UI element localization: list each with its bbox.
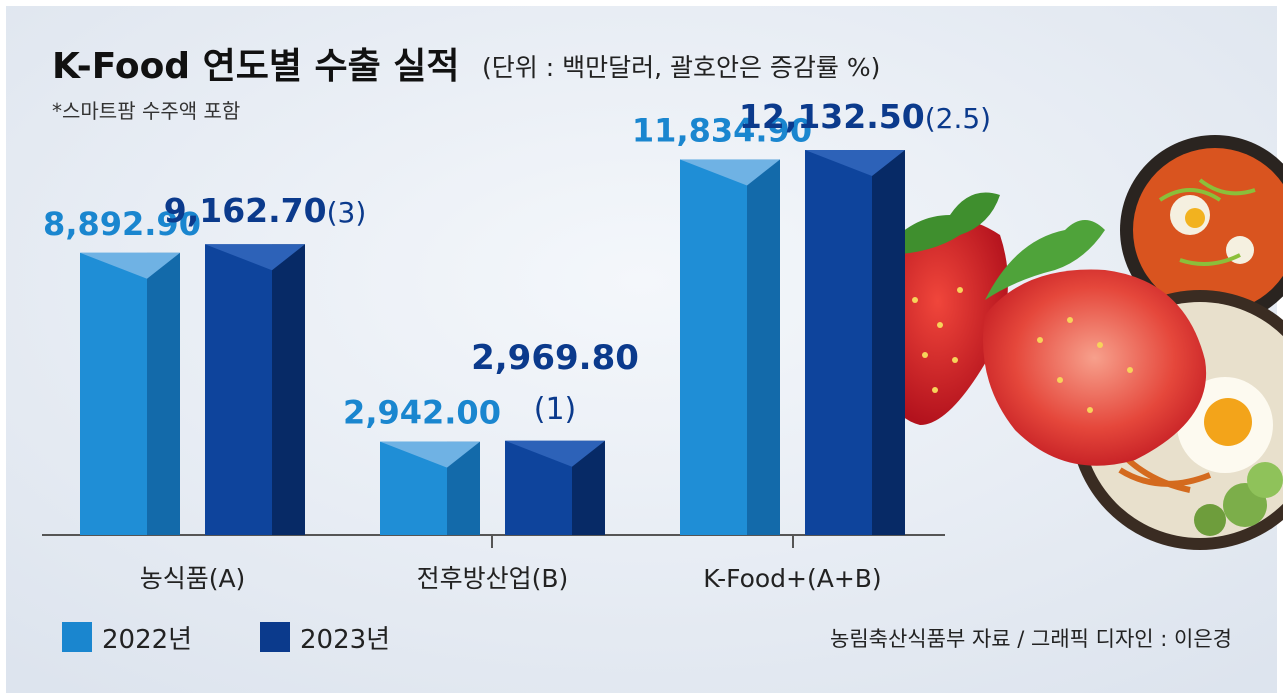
bar-front <box>805 150 872 535</box>
bar-top <box>805 150 905 176</box>
bars-group <box>80 150 905 535</box>
footnote: *스마트팜 수주액 포함 <box>52 99 240 123</box>
bar-side <box>272 244 305 535</box>
bar-labels-group: 8,892.909,162.70(3) 2,942.00 2,969.80 (1) 11… <box>43 97 991 432</box>
bar <box>205 244 305 535</box>
bar-top <box>80 252 180 279</box>
bar <box>380 441 480 535</box>
bar-value-label: 2,942.00 <box>343 394 501 432</box>
category-label: 농식품(A) <box>140 564 246 593</box>
bar-value-label: 2,969.80 <box>471 338 639 378</box>
legend-label-2023: 2023년 <box>300 625 390 655</box>
source-credit: 농림축산식품부 자료 / 그래픽 디자인 : 이은경 <box>830 627 1232 651</box>
bar-value-label: 11,834.90 <box>632 111 812 149</box>
bar <box>505 440 605 535</box>
bar-change-label: (3) <box>327 196 367 229</box>
bar-side <box>147 252 180 535</box>
bar <box>680 159 780 535</box>
legend-label-2022: 2022년 <box>102 625 192 655</box>
bar-front <box>205 244 272 535</box>
bar-top <box>680 159 780 186</box>
category-label: K-Food+(A+B) <box>703 564 881 593</box>
bar-change-label: (2.5) <box>925 102 991 135</box>
category-labels-group: 농식품(A) 전후방산업(B) K-Food+(A+B) <box>140 564 882 593</box>
bar-change-label: (1) <box>534 392 577 427</box>
bar-value-label: 8,892.90 <box>43 205 201 243</box>
legend-swatch-2023 <box>260 622 290 652</box>
bar-value-label: 9,162.70(3) <box>164 191 367 230</box>
bar-top <box>205 244 305 271</box>
bar-top <box>380 441 480 468</box>
bar-side <box>872 150 905 535</box>
bar-value-label: 12,132.50(2.5) <box>739 97 991 136</box>
bar-front <box>680 159 747 535</box>
chart-title: K-Food 연도별 수출 실적 <box>52 46 460 87</box>
legend-swatch-2022 <box>62 622 92 652</box>
bar <box>80 252 180 535</box>
category-label: 전후방산업(B) <box>417 564 569 593</box>
food-illustration <box>880 135 1283 550</box>
bar-top <box>505 440 605 467</box>
bar-front <box>80 252 147 535</box>
unit-note: (단위 : 백만달러, 괄호안은 증감률 %) <box>482 53 880 82</box>
bar <box>805 150 905 535</box>
bar-side <box>747 159 780 535</box>
